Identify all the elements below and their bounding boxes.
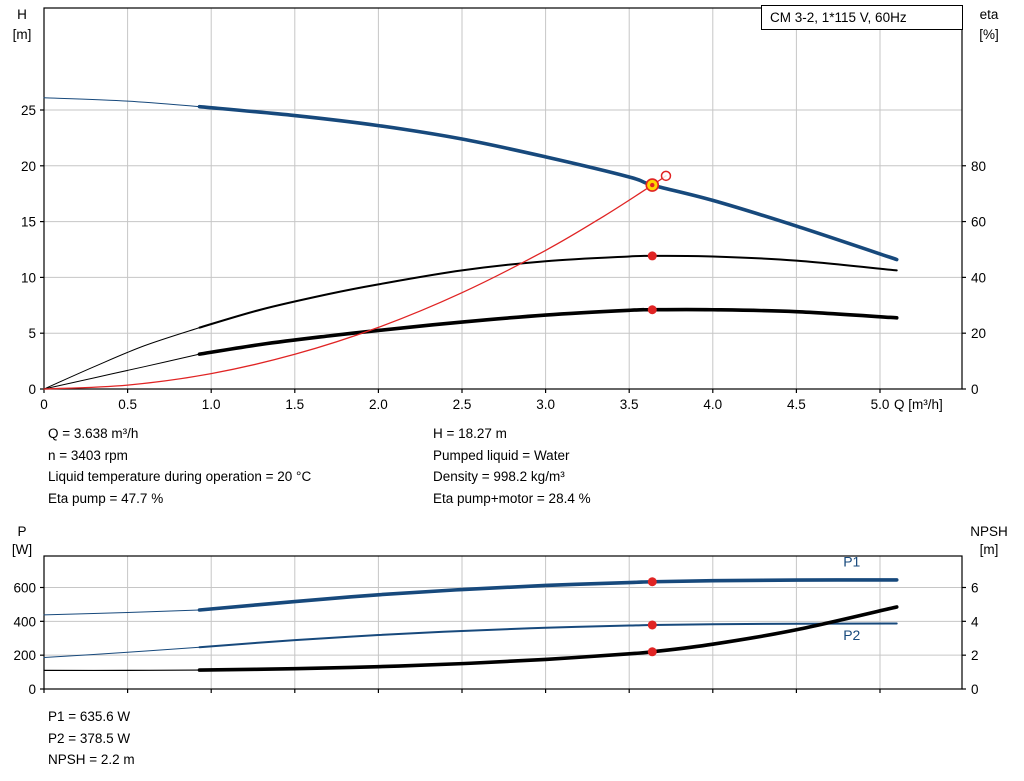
axis-tick-label: 2.5: [453, 397, 472, 412]
y-left-axis-title: H: [17, 7, 27, 22]
axis-tick-label: 3.0: [536, 397, 555, 412]
axis-tick-label: 10: [21, 270, 36, 285]
y-left-axis-unit: [W]: [12, 542, 32, 557]
axis-tick-label: 5.0: [871, 397, 890, 412]
axis-tick-label: 600: [13, 581, 36, 596]
npsh-point: [647, 647, 657, 657]
axis-tick-label: 0.5: [118, 397, 137, 412]
axis-tick-label: 15: [21, 215, 36, 230]
eta-pump-point: [647, 251, 657, 261]
y-right-axis-title: eta: [980, 7, 999, 22]
axis-tick-label: 40: [971, 270, 986, 285]
axis-tick-label: 1.5: [285, 397, 304, 412]
axis-tick-label: 6: [971, 581, 979, 596]
p2-curve: [198, 622, 898, 649]
p1-curve-label: P1: [843, 554, 860, 570]
info-pumped-liquid: Pumped liquid = Water: [433, 447, 570, 463]
axis-tick-label: 3.5: [620, 397, 639, 412]
axis-tick-label: 25: [21, 103, 36, 118]
axis-tick-label: 20: [21, 159, 36, 174]
info-density: Density = 998.2 kg/m³: [433, 469, 565, 485]
info-q: Q = 3.638 m³/h: [48, 426, 139, 441]
info-liquid-temperature: Liquid temperature during operation = 20…: [48, 469, 312, 485]
duty-point-center: [650, 182, 655, 188]
x-axis-title: Q [m³/h]: [894, 397, 943, 412]
p2-curve: [43, 646, 200, 659]
qh-eta-chart: 0 0.5 1.0 1.5 2.0 2.5 3.0 3.5 4.0 4.5 5.0 Q [m³/h] 0…: [13, 7, 999, 412]
axis-tick-label: 0: [40, 397, 48, 412]
p1-point: [647, 577, 657, 587]
eta-pump-motor-curve: [43, 353, 200, 390]
axis-tick-label: 4: [971, 614, 979, 629]
y-left-axis-title: P: [17, 524, 26, 539]
info-p1: P1 = 635.6 W: [48, 709, 131, 724]
y-right-axis-unit: [%]: [979, 27, 999, 42]
plot-frame: [43, 7, 963, 390]
qh-curve: [197, 104, 899, 262]
info-npsh: NPSH = 2.2 m: [48, 752, 135, 768]
qh-curve: [43, 97, 200, 108]
axis-tick-label: 2.0: [369, 397, 388, 412]
p1-curve: [43, 609, 200, 616]
eta-pump-motor-curve: [197, 307, 899, 356]
open-point: [660, 170, 672, 182]
axis-tick-label: 80: [971, 159, 986, 174]
system-curve: [43, 175, 667, 390]
power-npsh-chart: 0 200 400 600 0 2 4 6 P [W] NPSH [m] P1 P2: [12, 524, 1008, 697]
p1-curve: [197, 578, 899, 612]
p2-curve-label: P2: [843, 627, 860, 643]
duty-info-right-column: H = 18.27 m Pumped liquid = Water Densit…: [433, 423, 591, 509]
p2-point: [647, 620, 657, 630]
y-left-axis-unit: [m]: [13, 27, 32, 42]
axis-tick-label: 4.0: [703, 397, 722, 412]
axis-ticks: [40, 586, 966, 693]
axis-tick-label: 5: [28, 326, 36, 341]
axis-tick-label: 1.0: [202, 397, 221, 412]
npsh-curve: [197, 605, 899, 672]
axis-ticks: [40, 109, 966, 393]
axis-tick-label: 4.5: [787, 397, 806, 412]
info-p2: P2 = 378.5 W: [48, 730, 131, 746]
eta-pump-curve: [43, 327, 200, 390]
axis-tick-label: 0: [28, 682, 36, 697]
axis-tick-label: 2: [971, 648, 979, 663]
axis-tick-label: 400: [13, 614, 36, 629]
gridlines: [44, 8, 962, 389]
eta-pump-curve: [198, 254, 898, 329]
info-eta-pump: Eta pump = 47.7 %: [48, 490, 164, 506]
axis-tick-label: 0: [28, 382, 36, 397]
eta-pump-motor-point: [647, 305, 657, 315]
pump-model-box: CM 3-2, 1*115 V, 60Hz: [761, 5, 963, 30]
axis-tick-label: 0: [971, 682, 979, 697]
power-npsh-info: P1 = 635.6 W P2 = 378.5 W NPSH = 2.2 m: [48, 706, 135, 771]
axis-tick-label: 60: [971, 215, 986, 230]
y-right-axis-unit: [m]: [980, 542, 999, 557]
duty-info-left-column: Q = 3.638 m³/h n = 3403 rpm Liquid tempe…: [48, 423, 433, 509]
axis-tick-label: 200: [13, 648, 36, 663]
info-n: n = 3403 rpm: [48, 447, 128, 463]
y-right-axis-title: NPSH: [970, 524, 1008, 539]
info-eta-pump-motor: Eta pump+motor = 28.4 %: [433, 490, 591, 506]
axis-tick-label: 0: [971, 382, 979, 397]
info-h: H = 18.27 m: [433, 426, 507, 441]
axis-tick-label: 20: [971, 326, 986, 341]
plot-frame: [43, 555, 963, 690]
duty-point-info: Q = 3.638 m³/h n = 3403 rpm Liquid tempe…: [48, 423, 591, 509]
